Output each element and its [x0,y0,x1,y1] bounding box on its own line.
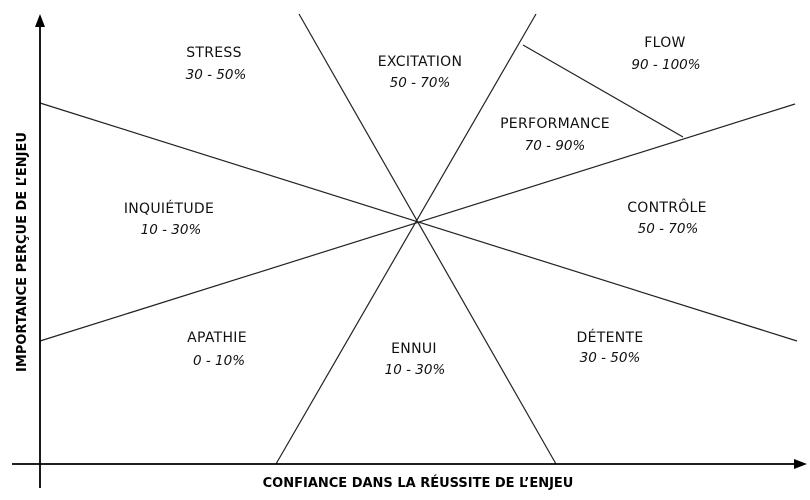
x-axis-arrow-icon [794,459,807,469]
zone-ennui-name: ENNUI [391,341,437,357]
zone-inquietude-range: 10 - 30% [141,222,202,238]
zone-flow-range: 90 - 100% [631,57,700,73]
zone-flow-name: FLOW [644,35,685,51]
zone-performance-range: 70 - 90% [525,138,586,154]
zone-performance-name: PERFORMANCE [500,116,610,132]
divider-line-flow-boundary [522,44,684,138]
zone-inquietude-name: INQUIÉTUDE [124,200,214,217]
zone-stress-name: STRESS [186,45,242,61]
zone-controle-name: CONTRÔLE [627,198,707,216]
zone-excitation-range: 50 - 70% [390,75,451,91]
x-axis-title: CONFIANCE DANS LA RÉUSSITE DE L’ENJEU [263,475,574,491]
divider-line-top-right-to-bottom-center [275,13,537,465]
zone-controle-range: 50 - 70% [638,221,699,237]
zone-excitation-name: EXCITATION [378,54,462,70]
zone-stress-range: 30 - 50% [186,67,247,83]
zone-detente-name: DÉTENTE [577,329,644,346]
zone-apathie-name: APATHIE [187,330,247,346]
y-axis-arrow-icon [35,14,45,27]
zone-apathie-range: 0 - 10% [193,353,245,369]
y-axis-title: IMPORTANCE PERÇUE DE L’ENJEU [15,132,30,372]
zone-ennui-range: 10 - 30% [385,362,446,378]
divider-line-top-center-to-bottom-right [298,13,557,465]
zone-detente-range: 30 - 50% [580,350,641,366]
